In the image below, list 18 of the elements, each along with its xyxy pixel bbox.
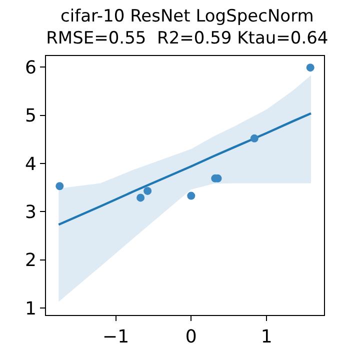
- y-tick-label: 6: [24, 57, 36, 78]
- y-tick-label: 4: [24, 154, 36, 175]
- point: [250, 134, 258, 142]
- x-tick-label: 1: [260, 326, 272, 348]
- y-tick-label: 2: [24, 250, 36, 272]
- chart-title: cifar-10 ResNet LogSpecNorm: [60, 6, 314, 27]
- y-tick-label: 3: [24, 202, 36, 223]
- x-tick-label: −1: [102, 326, 130, 348]
- x-tick-label: 0: [185, 326, 197, 348]
- point: [306, 64, 314, 72]
- chart-subtitle: RMSE=0.55 R2=0.59 Ktau=0.64: [46, 28, 328, 49]
- point: [56, 182, 64, 190]
- point: [136, 194, 145, 202]
- point: [187, 192, 196, 200]
- line-series: [58, 112, 312, 226]
- point: [144, 186, 152, 195]
- y-tick-label: 5: [24, 106, 36, 127]
- y-tick-label: 1: [24, 298, 36, 320]
